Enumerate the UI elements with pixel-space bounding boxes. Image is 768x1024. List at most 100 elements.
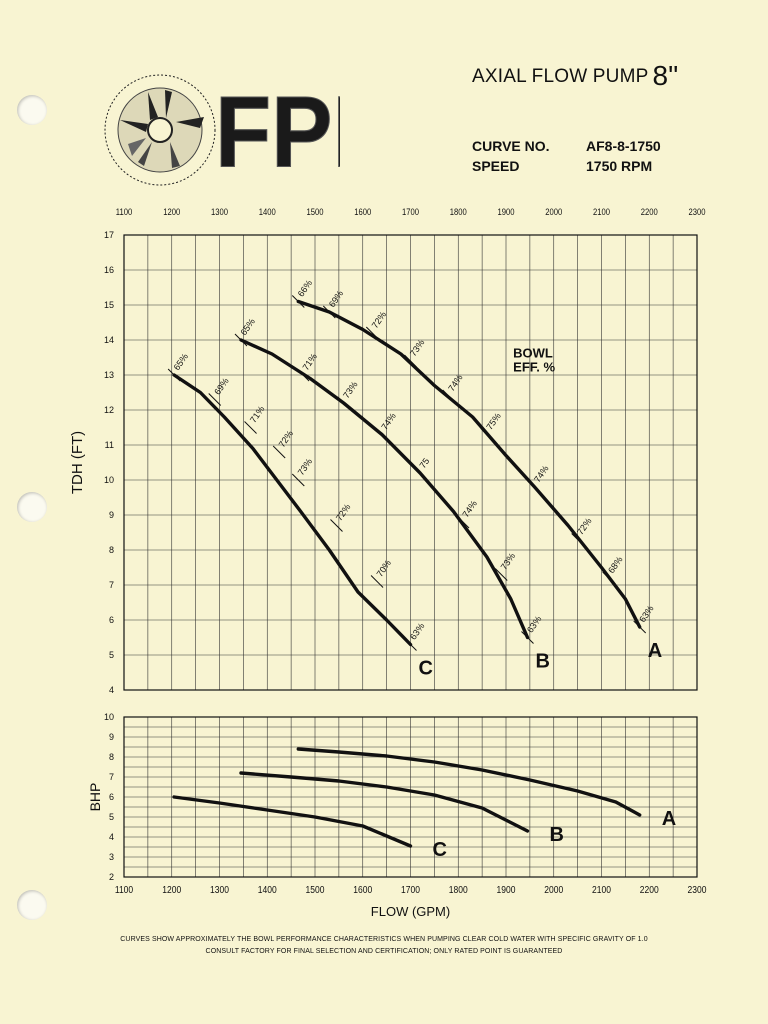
- efficiency-label: 63%: [525, 614, 544, 634]
- x-tick-label: 1400: [258, 884, 277, 895]
- y-tick-label: 9: [109, 510, 114, 520]
- x-tick-label: 1900: [497, 206, 514, 217]
- y-tick-label: 5: [109, 650, 114, 660]
- x-tick-label: 1600: [354, 206, 371, 217]
- efficiency-tick: [322, 305, 336, 319]
- fpi-logo: FPI: [104, 74, 340, 189]
- efficiency-label: 72%: [334, 502, 353, 522]
- curve-no-value: AF8-8-1750: [586, 138, 661, 154]
- series-label-b: B: [549, 824, 563, 846]
- efficiency-label: 65%: [172, 352, 191, 372]
- series-label-c: C: [419, 658, 433, 680]
- fan-blade-icon: [117, 87, 204, 173]
- efficiency-label: 73%: [296, 457, 315, 477]
- series-line-c: [172, 795, 413, 848]
- y-tick-label: 14: [104, 335, 114, 345]
- speed-value: 1750 RPM: [586, 158, 653, 174]
- efficiency-tick: [167, 368, 181, 382]
- efficiency-tick: [413, 466, 427, 480]
- y-tick-label: 10: [104, 712, 114, 722]
- y-tick-label: 9: [109, 732, 114, 742]
- efficiency-label: 73%: [499, 551, 518, 571]
- efficiency-tick: [602, 571, 616, 585]
- x-tick-label: 2300: [688, 884, 707, 895]
- efficiency-tick: [521, 631, 534, 644]
- x-tick-label: 2100: [592, 884, 611, 895]
- x-tick-label: 1600: [353, 884, 372, 895]
- efficiency-label: 72%: [370, 310, 389, 330]
- plot-frame: [123, 716, 698, 878]
- curve-no-label: CURVE NO.: [472, 138, 550, 154]
- x-tick-label: 2000: [544, 884, 563, 895]
- efficiency-label: 71%: [248, 404, 267, 424]
- annotation-text: EFF. %: [513, 360, 555, 375]
- x-tick-label: 1300: [211, 206, 228, 217]
- y-axis-label: TDH (FT): [69, 431, 86, 494]
- x-tick-label: 2200: [640, 884, 659, 895]
- series-line-a: [296, 747, 642, 817]
- x-tick-label: 1400: [259, 206, 276, 217]
- efficiency-label: 74%: [379, 411, 398, 431]
- x-tick-label: 1800: [449, 884, 468, 895]
- y-tick-label: 17: [104, 230, 114, 240]
- efficiency-label: 65%: [238, 317, 257, 337]
- footnote-1: CURVES SHOW APPROXIMATELY THE BOWL PERFO…: [120, 936, 648, 943]
- efficiency-tick: [244, 421, 257, 434]
- speed-label: SPEED: [472, 158, 520, 174]
- y-tick-label: 7: [109, 580, 114, 590]
- y-tick-label: 12: [104, 405, 114, 415]
- x-tick-label: 1300: [210, 884, 229, 895]
- y-tick-label: 3: [109, 852, 114, 862]
- y-tick-label: 11: [105, 440, 114, 450]
- annotation-text: BOWL: [513, 346, 553, 361]
- efficiency-tick: [404, 354, 417, 368]
- y-tick-label: 13: [104, 370, 114, 380]
- efficiency-tick: [480, 428, 494, 441]
- efficiency-tick: [208, 393, 222, 406]
- efficiency-tick: [442, 389, 456, 403]
- efficiency-tick: [296, 368, 310, 382]
- y-tick-label: 5: [109, 812, 114, 822]
- efficiency-tick: [375, 428, 389, 441]
- series-label-b: B: [535, 651, 549, 673]
- efficiency-tick: [291, 473, 305, 487]
- y-tick-label: 6: [109, 792, 114, 802]
- pump-size: 8": [652, 60, 679, 91]
- x-tick-label: 2000: [545, 206, 562, 217]
- efficiency-tick: [571, 533, 584, 546]
- efficiency-tick: [633, 620, 647, 634]
- binder-hole-middle: [17, 492, 47, 522]
- x-tick-label: 1200: [163, 206, 180, 217]
- efficiency-label: 74%: [532, 464, 551, 484]
- plot-frame: [123, 234, 698, 691]
- binder-hole-bottom: [17, 890, 47, 920]
- y-tick-label: 4: [109, 685, 114, 695]
- y-tick-label: 8: [109, 752, 114, 762]
- efficiency-label: 69%: [327, 289, 346, 309]
- x-tick-label: 1700: [402, 206, 419, 217]
- series-label-c: C: [433, 839, 447, 861]
- y-tick-label: 6: [109, 615, 114, 625]
- series-label-a: A: [662, 808, 676, 830]
- series-label-a: A: [648, 640, 662, 662]
- brand-logo-text: FPI: [215, 75, 340, 188]
- efficiency-label: 63%: [637, 604, 656, 624]
- footnote-2: CONSULT FACTORY FOR FINAL SELECTION AND …: [205, 948, 563, 955]
- efficiency-tick: [404, 638, 417, 651]
- x-tick-label: 1200: [162, 884, 181, 895]
- series-line-b: [239, 338, 530, 640]
- curve-info: CURVE NO. AF8-8-1750 SPEED 1750 RPM: [472, 136, 661, 176]
- series-line-b: [239, 771, 530, 833]
- efficiency-label: 72%: [277, 429, 296, 449]
- efficiency-label: 71%: [301, 352, 320, 372]
- y-tick-label: 15: [104, 300, 114, 310]
- x-tick-label: 1100: [115, 884, 133, 895]
- y-tick-label: 16: [104, 265, 114, 275]
- x-tick-label: 1500: [306, 884, 325, 895]
- x-tick-label: 2200: [641, 206, 658, 217]
- efficiency-tick: [234, 333, 248, 347]
- efficiency-label: 68%: [606, 555, 625, 575]
- y-axis-label: BHP: [87, 783, 103, 812]
- x-tick-label: 1100: [116, 206, 133, 217]
